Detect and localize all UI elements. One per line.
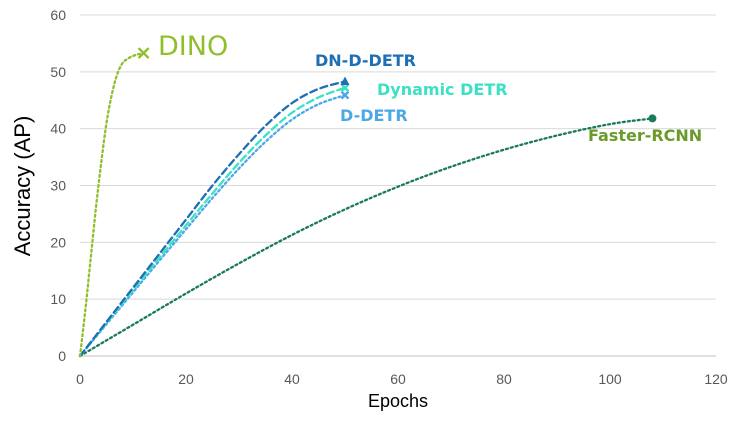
label-faster-rcnn: Faster-RCNN (588, 126, 702, 145)
label-dino: DINO (158, 31, 228, 62)
series-line-dn-d-detr (78, 80, 347, 358)
x-tick-label: 40 (284, 371, 300, 387)
marker-dino (137, 47, 150, 59)
x-tick-label: 0 (76, 371, 84, 387)
y-tick-label: 20 (50, 234, 66, 250)
x-axis-title: Epochs (368, 391, 428, 411)
y-axis-title: Accuracy (AP) (10, 116, 35, 257)
series-line-dino (78, 51, 145, 358)
y-tick-label: 0 (58, 348, 66, 364)
series-line-faster-rcnn (78, 117, 654, 358)
label-d-detr: D-DETR (340, 106, 408, 125)
marker-d-detr (340, 90, 350, 100)
series-line-dynamic-detr (78, 86, 347, 358)
label-dynamic-detr: Dynamic DETR (377, 80, 508, 99)
y-tick-label: 50 (50, 64, 66, 80)
marker-dn-d-detr (340, 76, 350, 85)
y-tick-label: 10 (50, 291, 66, 307)
marker-dynamic-detr (340, 83, 350, 93)
x-tick-labels: 0 20 40 60 80 100 120 (76, 371, 728, 387)
y-tick-label: 40 (50, 121, 66, 137)
series-layer (78, 47, 657, 358)
label-dn-d-detr: DN-D-DETR (315, 51, 416, 70)
y-tick-label: 30 (50, 178, 66, 194)
y-tick-labels: 0 10 20 30 40 50 60 (50, 7, 66, 364)
x-tick-label: 120 (704, 371, 728, 387)
x-tick-label: 60 (390, 371, 406, 387)
series-line-d-detr (78, 93, 347, 358)
x-tick-label: 20 (178, 371, 194, 387)
x-tick-label: 100 (598, 371, 622, 387)
marker-faster-rcnn (648, 114, 657, 123)
y-tick-label: 60 (50, 7, 66, 23)
x-tick-label: 80 (496, 371, 512, 387)
